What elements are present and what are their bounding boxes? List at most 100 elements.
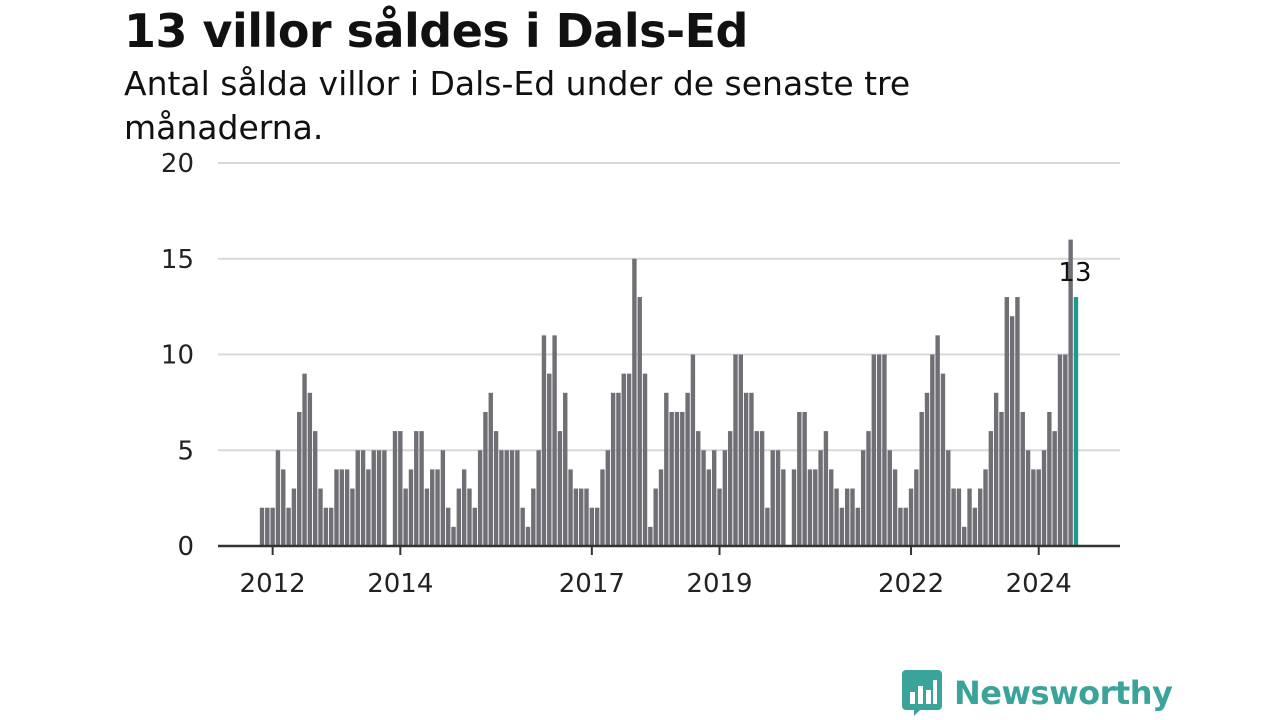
bar	[451, 526, 456, 546]
bar	[727, 431, 733, 546]
bar	[366, 469, 371, 546]
bar	[626, 373, 632, 546]
bar	[962, 526, 967, 546]
bar	[866, 431, 871, 546]
bar	[855, 507, 861, 546]
last-value-label: 13	[1058, 258, 1091, 288]
bar	[914, 469, 919, 546]
bar	[297, 411, 302, 546]
bar	[472, 507, 477, 546]
bar	[509, 450, 515, 546]
bar	[589, 507, 595, 546]
bar	[355, 450, 360, 546]
bar	[419, 431, 424, 546]
bar	[1004, 297, 1009, 546]
bar	[1036, 469, 1041, 546]
x-tick-label: 2012	[240, 569, 306, 599]
bar-highlight	[1073, 297, 1079, 546]
bar	[951, 488, 956, 546]
bar	[919, 411, 924, 546]
bar	[600, 469, 605, 546]
bar	[642, 373, 648, 546]
bar	[376, 450, 382, 546]
bar	[781, 469, 786, 546]
bar	[1020, 411, 1025, 546]
bar	[978, 488, 983, 546]
bar	[536, 450, 541, 546]
bar	[882, 354, 887, 546]
bar	[525, 526, 531, 546]
bar	[281, 469, 286, 546]
bar	[770, 450, 775, 546]
axes	[218, 544, 1120, 555]
bar	[685, 392, 690, 546]
bar	[802, 411, 807, 546]
bar	[313, 431, 318, 546]
x-tick-label: 2014	[367, 569, 433, 599]
bar	[392, 431, 398, 546]
bar	[403, 488, 408, 546]
x-tick-label: 2024	[1006, 569, 1072, 599]
bar	[1009, 316, 1015, 546]
bar	[797, 411, 802, 546]
bars	[259, 239, 1079, 546]
bar	[850, 488, 855, 546]
bar	[829, 469, 834, 546]
bar	[775, 450, 781, 546]
bar	[259, 507, 265, 546]
bar	[1063, 354, 1068, 546]
x-tick-label: 2017	[559, 569, 625, 599]
bar	[568, 469, 573, 546]
bar	[360, 450, 366, 546]
bar	[307, 392, 313, 546]
bar	[563, 392, 568, 546]
bar	[791, 469, 797, 546]
bar	[813, 469, 818, 546]
bar	[834, 488, 839, 546]
bar	[876, 354, 882, 546]
newsworthy-logo: Newsworthy	[902, 670, 1173, 716]
bar	[754, 431, 759, 546]
bar	[302, 373, 307, 546]
bar	[414, 431, 419, 546]
bar	[690, 354, 696, 546]
chart-subtitle: Antal sålda villor i Dals-Ed under de se…	[124, 64, 911, 147]
bar	[1068, 239, 1073, 546]
newsworthy-bar-chart-icon	[902, 670, 942, 716]
bar	[477, 450, 483, 546]
bar	[573, 488, 579, 546]
bar	[328, 507, 334, 546]
bar	[1047, 411, 1052, 546]
bar	[552, 335, 557, 546]
bar	[579, 488, 584, 546]
bar	[435, 469, 440, 546]
bar	[924, 392, 930, 546]
bar	[839, 507, 845, 546]
bar	[1015, 297, 1020, 546]
bar	[504, 450, 509, 546]
bar	[483, 411, 488, 546]
bar	[344, 469, 350, 546]
bar	[946, 450, 951, 546]
bar	[993, 392, 999, 546]
bar	[903, 507, 908, 546]
bar	[860, 450, 866, 546]
y-tick-label: 20	[161, 149, 194, 179]
bar	[892, 469, 898, 546]
bar	[712, 450, 717, 546]
bar	[446, 507, 451, 546]
bar	[493, 431, 499, 546]
bar	[1041, 450, 1047, 546]
bar	[334, 469, 339, 546]
bar	[908, 488, 914, 546]
bar	[350, 488, 355, 546]
bar	[669, 411, 674, 546]
bar	[956, 488, 962, 546]
bar	[823, 431, 829, 546]
bar	[674, 411, 680, 546]
bar	[275, 450, 281, 546]
bar	[424, 488, 430, 546]
x-tick-label: 2019	[686, 569, 752, 599]
bar	[1052, 431, 1057, 546]
bar	[765, 507, 770, 546]
